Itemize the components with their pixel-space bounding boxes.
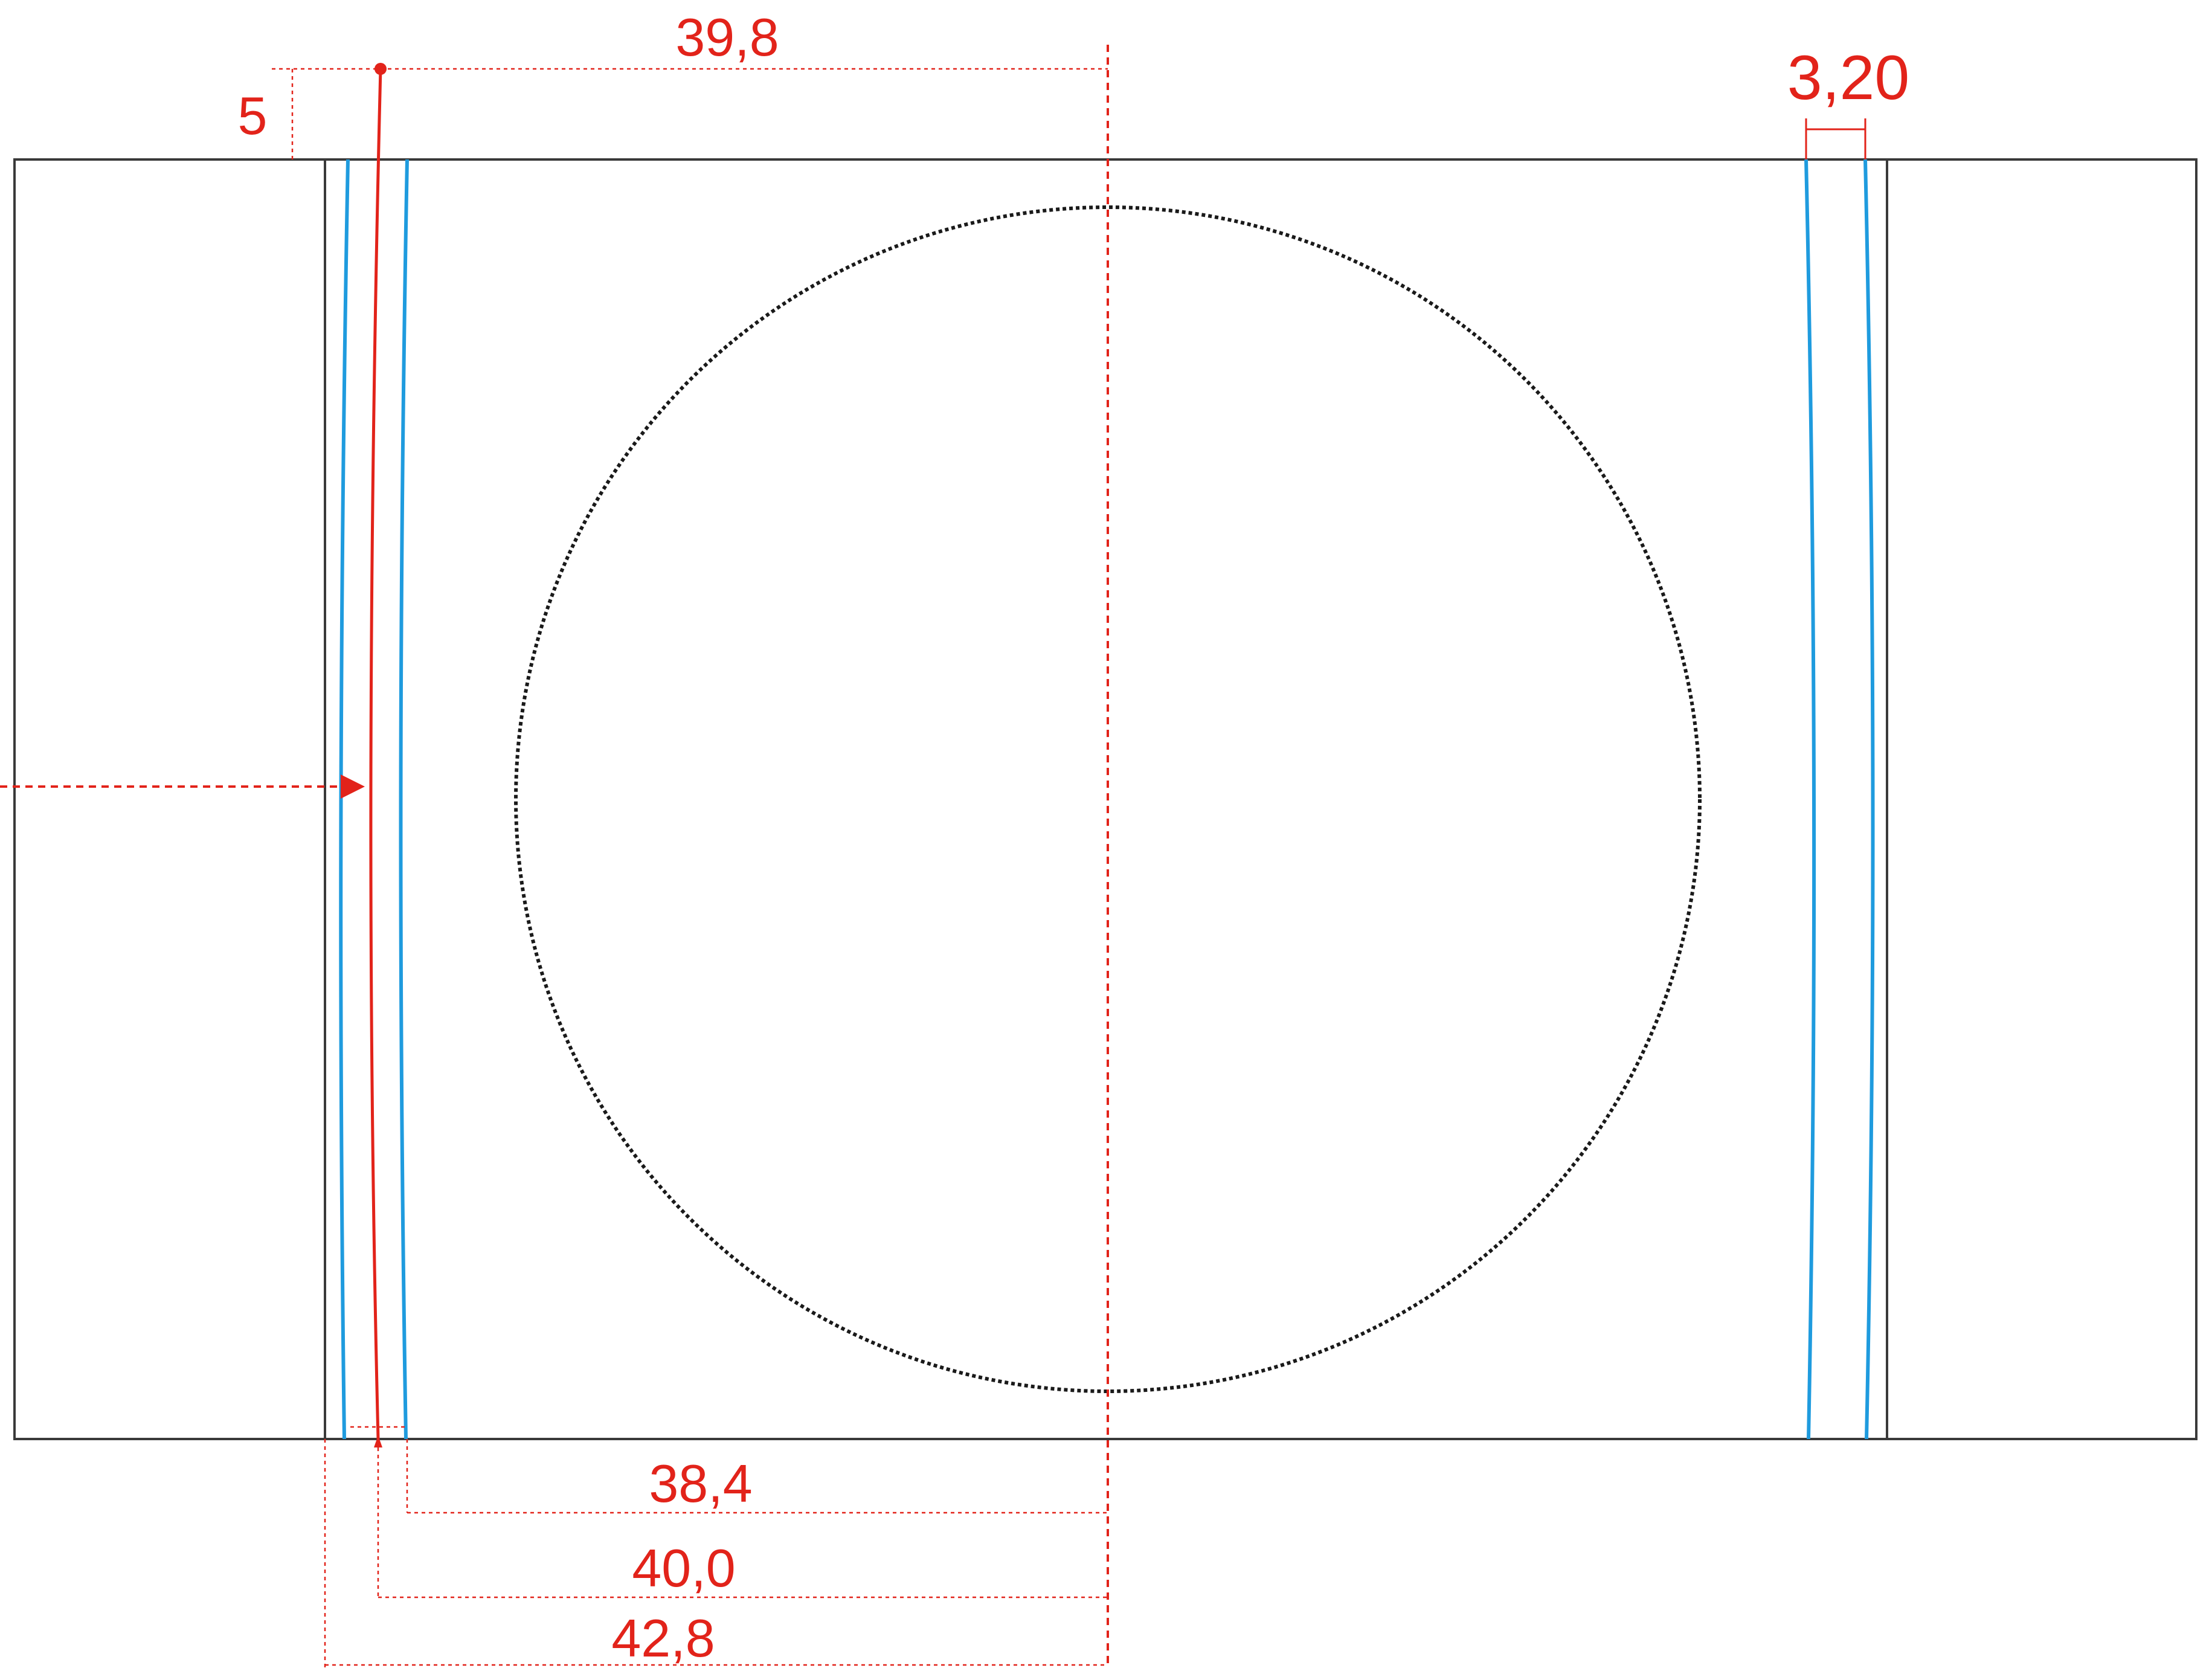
dashed-circle (514, 205, 1702, 1393)
edge-offset-label: 5 (238, 86, 268, 146)
left-slot-inner-curve (339, 159, 350, 1440)
right-slot-inner-curve (1804, 159, 1816, 1440)
inner-distance-label: 38,4 (649, 1454, 752, 1513)
red-centerline-curve (369, 68, 382, 1440)
panel-outline (13, 158, 2198, 1440)
right-slot-outer-curve (1863, 159, 1875, 1440)
red-bottom-arrow (374, 1435, 382, 1447)
center-distance-label: 40,0 (632, 1538, 735, 1598)
slot-width-label: 3,20 (1787, 43, 1909, 113)
top-offset-label: 39,8 (675, 7, 779, 67)
outer-distance-label: 42,8 (611, 1608, 715, 1668)
left-slot-outer-curve (399, 159, 409, 1440)
